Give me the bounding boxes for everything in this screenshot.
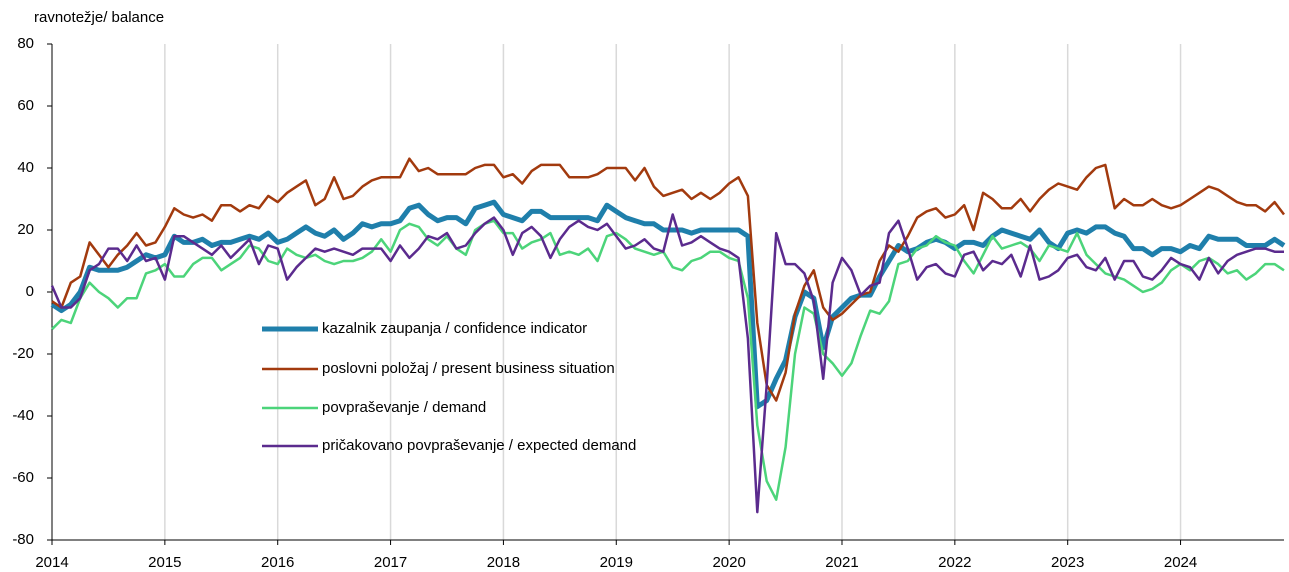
x-tick-label: 2018 <box>487 554 520 571</box>
x-tick-label: 2016 <box>261 554 294 571</box>
x-tick-label: 2017 <box>374 554 407 571</box>
y-tick-label: 0 <box>26 283 34 300</box>
y-tick-label: 40 <box>17 159 34 176</box>
x-tick-label: 2015 <box>148 554 181 571</box>
x-tick-label: 2014 <box>35 554 68 571</box>
y-tick-label: -80 <box>12 531 34 548</box>
x-tick-label: 2021 <box>825 554 858 571</box>
y-tick-label: -20 <box>12 345 34 362</box>
x-tick-label: 2023 <box>1051 554 1084 571</box>
legend-label: pričakovano povpraševanje / expected dem… <box>322 437 636 454</box>
series-line <box>50 213 1284 514</box>
y-tick-label: 60 <box>17 97 34 114</box>
x-tick-label: 2022 <box>938 554 971 571</box>
y-tick-label: 20 <box>17 221 34 238</box>
legend-label: poslovni položaj / present business situ… <box>322 360 615 377</box>
series-line <box>51 219 1285 501</box>
y-tick-label: -60 <box>12 469 34 486</box>
x-tick-label: 2020 <box>712 554 745 571</box>
legend-label: povpraševanje / demand <box>322 399 486 416</box>
x-tick-label: 2024 <box>1164 554 1197 571</box>
legend-label: kazalnik zaupanja / confidence indicator <box>322 320 587 337</box>
series-line <box>51 157 1285 402</box>
y-tick-label: -40 <box>12 407 34 424</box>
y-tick-label: 80 <box>17 35 34 52</box>
y-axis-label: ravnotežje/ balance <box>34 9 164 26</box>
x-tick-label: 2019 <box>600 554 633 571</box>
